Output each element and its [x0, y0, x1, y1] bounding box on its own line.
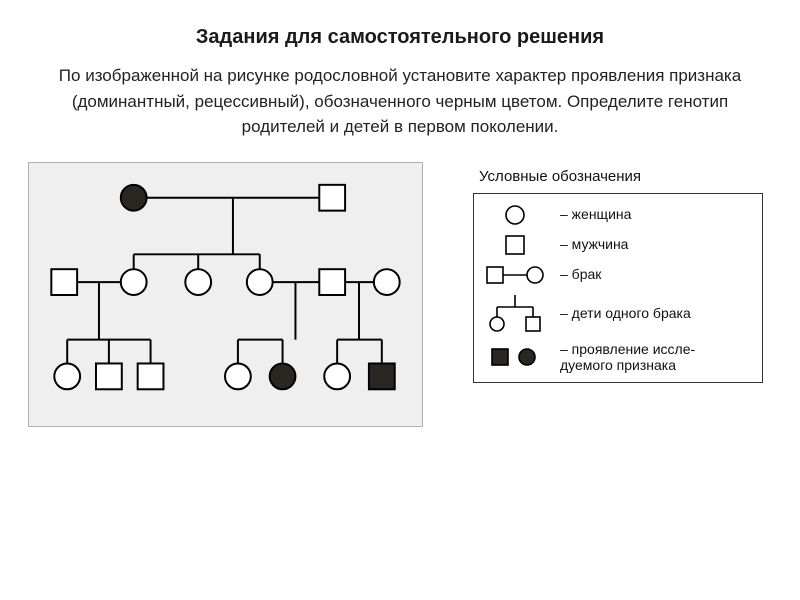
male-icon [480, 233, 550, 257]
pedigree-diagram [28, 162, 423, 427]
affected-icon [480, 346, 550, 368]
legend-panel: Условные обозначения – женщина– мужчина–… [473, 162, 763, 383]
legend-box: – женщина – мужчина – брак – дети одного бр… [473, 193, 763, 383]
male-symbol [369, 363, 395, 389]
task-text: По изображенной на рисунке родословной у… [0, 63, 800, 150]
female-symbol [185, 269, 211, 295]
female-symbol [225, 363, 251, 389]
legend-row: – мужчина [480, 230, 756, 260]
legend-label: – женщина [560, 206, 631, 222]
page-title: Задания для самостоятельного решения [0, 0, 800, 63]
female-symbol [247, 269, 273, 295]
female-symbol [121, 184, 147, 210]
legend-row: – женщина [480, 200, 756, 230]
male-symbol [51, 269, 77, 295]
female-icon [480, 203, 550, 227]
legend-label: – дети одного брака [560, 305, 691, 321]
female-symbol [324, 363, 350, 389]
male-symbol [319, 269, 345, 295]
male-symbol [319, 184, 345, 210]
male-symbol [138, 363, 164, 389]
legend-row: – брак [480, 260, 756, 290]
female-symbol [54, 363, 80, 389]
legend-label: – мужчина [560, 236, 628, 252]
content-row: Условные обозначения – женщина– мужчина–… [0, 150, 800, 427]
legend-label: – проявление иссле- дуемого признака [560, 341, 695, 373]
legend-row: – проявление иссле- дуемого признака [480, 338, 756, 376]
female-symbol [121, 269, 147, 295]
legend-row: – дети одного брака [480, 290, 756, 338]
legend-title: Условные обозначения [473, 162, 763, 193]
male-symbol [96, 363, 122, 389]
children-icon [480, 293, 550, 335]
legend-label: – брак [560, 266, 601, 282]
female-symbol [374, 269, 400, 295]
female-symbol [270, 363, 296, 389]
marriage-icon [480, 264, 550, 286]
